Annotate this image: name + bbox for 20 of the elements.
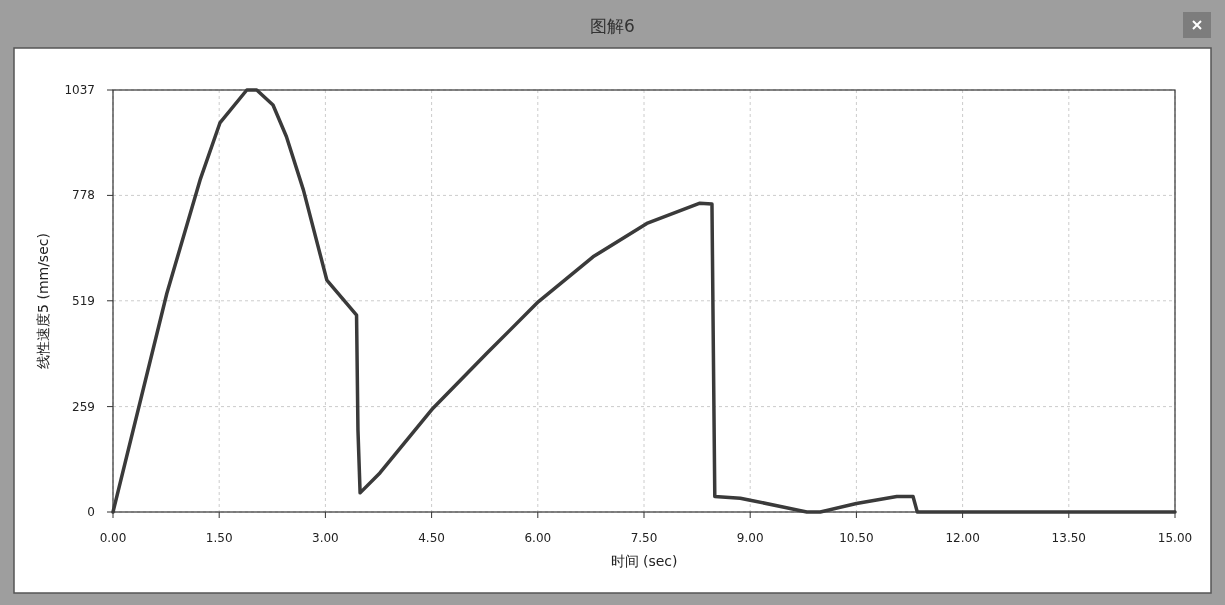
x-tick-label: 1.50 — [205, 531, 233, 545]
x-tick-label: 13.50 — [1051, 531, 1086, 545]
y-tick-label: 1037 — [64, 83, 95, 97]
chart-title: 图解6 — [590, 16, 635, 36]
x-tick-label: 15.00 — [1157, 531, 1193, 545]
x-axis-title: 时间 (sec) — [610, 553, 678, 569]
x-tick-label: 12.00 — [945, 531, 980, 545]
y-tick-label: 259 — [72, 399, 95, 414]
line-series — [111, 88, 1177, 514]
x-tick-label: 10.50 — [839, 531, 874, 545]
x-tick-label: 7.50 — [630, 531, 658, 545]
y-tick-label: 0 — [87, 505, 95, 519]
x-tick-label: 0.00 — [99, 531, 127, 545]
x-tick-label: 4.50 — [418, 531, 445, 545]
x-tick-label: 3.00 — [312, 531, 339, 545]
y-tick-label: 778 — [72, 188, 95, 203]
x-tick-label: 6.00 — [524, 531, 552, 545]
x-tick-label: 9.00 — [736, 531, 764, 545]
y-axis-title: 线性速度5 (mm/sec) — [35, 233, 51, 369]
y-tick-label: 519 — [72, 293, 95, 308]
